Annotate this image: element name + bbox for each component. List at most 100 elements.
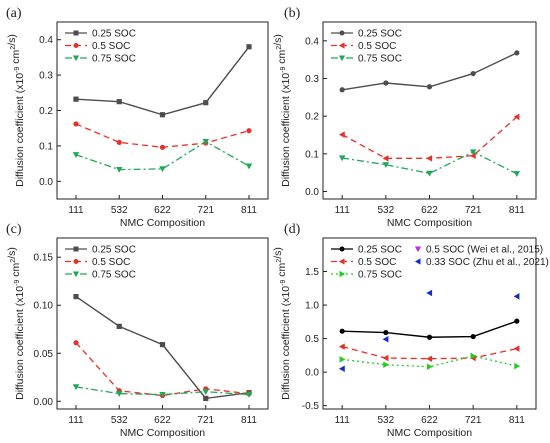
legend-label: 0.5 SOC xyxy=(92,41,130,52)
plot-frame xyxy=(56,21,269,200)
legend-label: 0.25 SOC xyxy=(92,29,136,40)
data-point xyxy=(339,356,346,363)
literature-point xyxy=(426,289,433,297)
data-point xyxy=(514,50,520,56)
x-tick-label: 111 xyxy=(68,415,84,426)
data-point xyxy=(338,343,345,350)
chart-panel-4: (d) -0.5 0.0 0.5 1.0 1.5 111 532 622 721 811 NMC Co… xyxy=(272,222,549,439)
data-point xyxy=(383,329,389,336)
panel-label: (c) xyxy=(6,222,22,237)
y-tick-label: 0.4 xyxy=(305,36,319,47)
legend-marker xyxy=(339,246,345,252)
data-point xyxy=(245,391,253,398)
data-point xyxy=(72,384,80,391)
y-tick-label: 0.5 xyxy=(305,334,319,345)
y-tick-label: 0.00 xyxy=(34,397,54,408)
x-tick-label: 721 xyxy=(465,205,482,216)
x-tick-label: 811 xyxy=(509,205,525,216)
x-axis-title: NMC Composition xyxy=(120,217,205,229)
chart-panel-3: (c) 0.00 0.05 0.10 0.15 111 532 622 721 811 NMC Co… xyxy=(6,222,269,439)
x-tick-label: 111 xyxy=(335,205,351,216)
x-tick-label: 622 xyxy=(154,415,171,426)
y-tick-label: 1.5 xyxy=(305,267,319,278)
data-point xyxy=(245,163,253,170)
data-point xyxy=(116,323,122,329)
y-tick-label: 0.2 xyxy=(305,112,319,123)
legend-label: 0.5 SOC xyxy=(358,41,396,52)
y-axis-title: Diffusion coefficient (x10-9 cm2/s) xyxy=(272,247,292,400)
data-point xyxy=(470,333,476,340)
x-tick-label: 532 xyxy=(377,205,394,216)
data-point xyxy=(203,100,209,106)
x-tick-label: 111 xyxy=(68,205,84,216)
literature-point xyxy=(382,336,389,343)
legend-marker xyxy=(339,30,345,36)
data-point xyxy=(159,112,166,118)
data-point xyxy=(203,395,209,402)
y-tick-label: 0.3 xyxy=(39,71,53,82)
legend-marker xyxy=(338,42,345,49)
data-point xyxy=(338,131,345,138)
data-point xyxy=(382,354,389,362)
legend-marker xyxy=(73,246,79,252)
data-point xyxy=(470,70,476,77)
y-axis-title: Diffusion coefficient (x10-9 cm2/s) xyxy=(6,247,26,400)
data-point xyxy=(73,121,79,127)
legend-marker xyxy=(73,30,79,36)
legend-marker xyxy=(72,271,80,278)
literature-point xyxy=(513,293,520,300)
series-line-3 xyxy=(75,140,250,171)
legend-label: 0.5 SOC (Wei et al., 2015) xyxy=(426,245,543,256)
data-point xyxy=(514,318,520,324)
y-tick-label: 0.4 xyxy=(39,35,53,46)
x-tick-label: 811 xyxy=(241,205,257,216)
data-point xyxy=(159,391,166,398)
legend-marker xyxy=(73,259,79,264)
series-line-2 xyxy=(75,123,250,148)
data-point xyxy=(339,328,345,334)
x-tick-label: 721 xyxy=(197,205,214,216)
data-point xyxy=(469,152,476,159)
y-tick-label: 0.0 xyxy=(305,368,319,379)
series-line-1 xyxy=(75,296,250,400)
y-tick-label: 0.2 xyxy=(39,106,53,117)
data-point xyxy=(116,99,122,105)
data-point xyxy=(426,84,433,90)
data-point xyxy=(115,167,123,173)
chart-panel-1: (a) 0.0 0.1 0.2 0.3 0.4 111 532 622 721 811 NMC Com… xyxy=(6,6,269,229)
data-point xyxy=(73,294,79,300)
data-point xyxy=(159,342,166,348)
legend-marker xyxy=(72,55,80,62)
legend-marker xyxy=(338,55,346,62)
data-point xyxy=(382,155,389,162)
x-axis-title: NMC Composition xyxy=(387,217,472,229)
data-point xyxy=(116,139,122,145)
x-tick-label: 721 xyxy=(465,415,482,426)
legend-marker xyxy=(338,258,345,265)
legend-label: 0.5 SOC xyxy=(358,257,396,268)
y-tick-label: 0.1 xyxy=(39,141,53,152)
y-axis-title: Diffusion coefficient (x10-9 cm2/s) xyxy=(6,34,26,187)
legend-label: 0.5 SOC xyxy=(92,257,130,268)
x-tick-label: 811 xyxy=(509,415,525,426)
y-tick-label: -0.5 xyxy=(302,401,320,412)
x-tick-label: 622 xyxy=(421,415,438,426)
y-tick-label: 0.05 xyxy=(34,349,54,360)
data-point xyxy=(514,362,521,370)
legend-label: 0.33 SOC (Zhu et al., 2021) xyxy=(426,257,549,268)
x-tick-label: 721 xyxy=(197,415,214,426)
data-point xyxy=(426,155,433,162)
legend-label: 0.25 SOC xyxy=(92,245,136,256)
chart-panel-2: (b) 0.0 0.1 0.2 0.3 0.4 111 532 622 721 811 NMC Com… xyxy=(272,6,537,229)
series-line-2 xyxy=(75,342,250,397)
x-tick-label: 532 xyxy=(111,205,128,216)
series-line-2 xyxy=(341,116,518,159)
panel-label: (b) xyxy=(284,6,301,21)
data-point xyxy=(246,128,252,134)
legend-label: 0.75 SOC xyxy=(358,54,402,65)
data-point xyxy=(383,80,389,86)
data-point xyxy=(513,171,521,178)
data-point xyxy=(73,96,79,102)
